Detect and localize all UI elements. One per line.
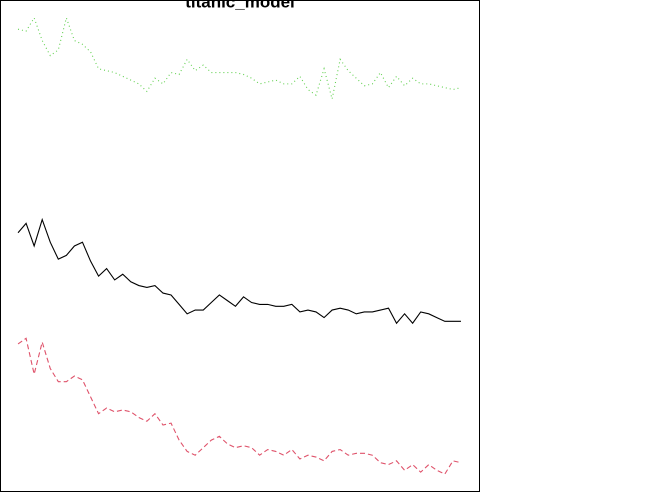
data-line — [17, 337, 462, 475]
data-line — [17, 16, 462, 100]
plot-box — [0, 0, 480, 492]
data-line — [17, 217, 461, 325]
chart-title: titanic_model — [185, 0, 295, 11]
